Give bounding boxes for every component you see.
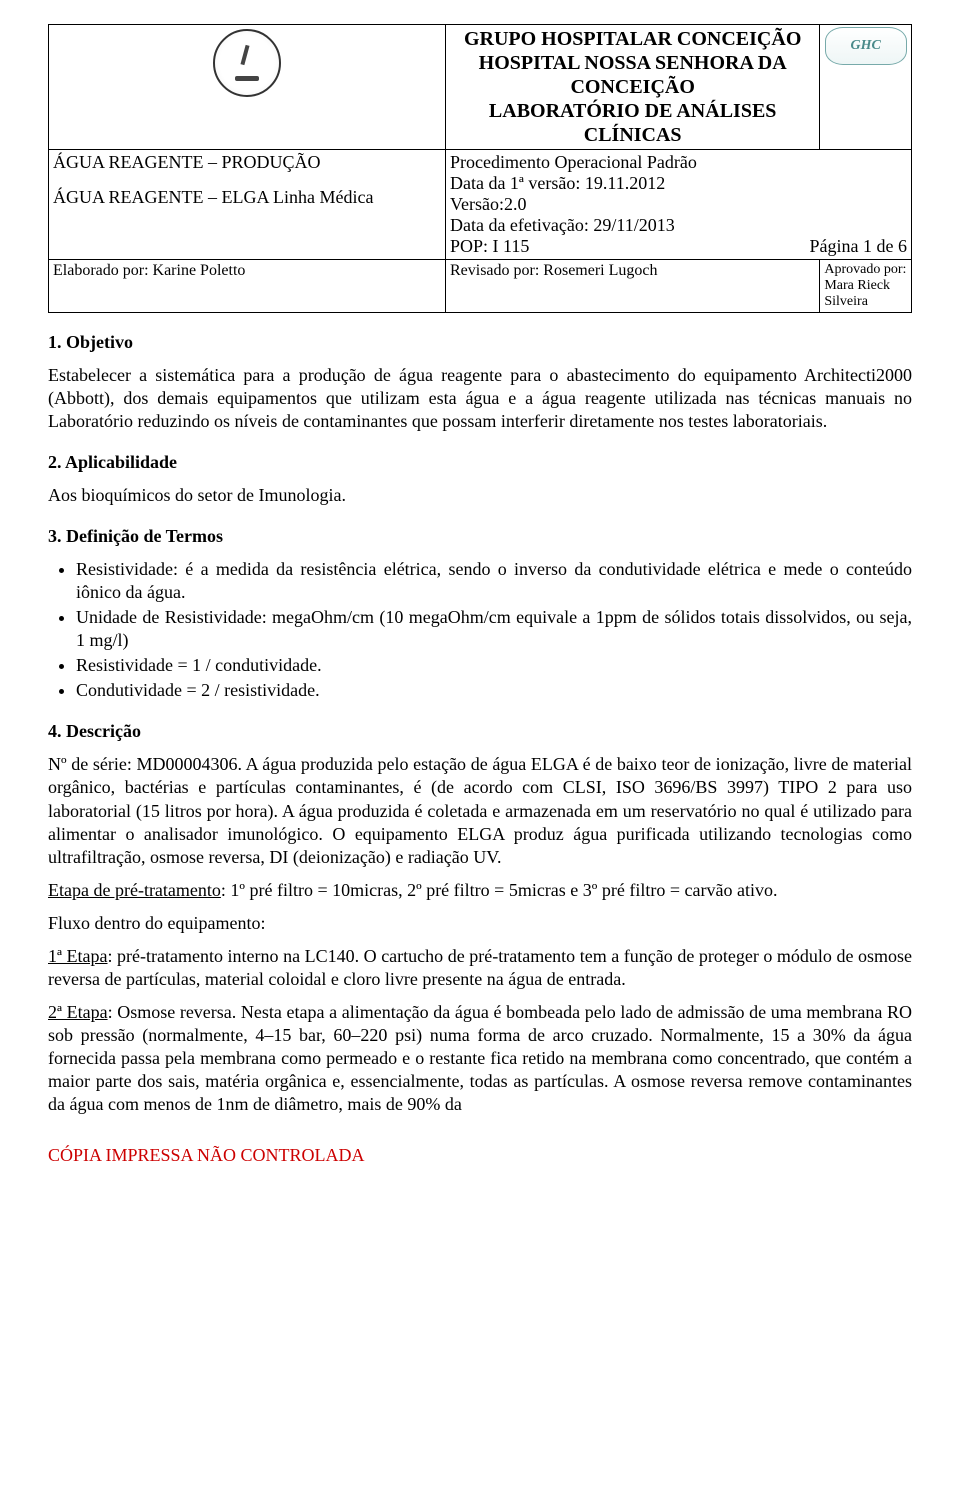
page-label: Página 1 de 6 (810, 236, 907, 257)
stage2-label: 2ª Etapa (48, 1002, 108, 1022)
list-item: Condutividade = 2 / resistividade. (76, 679, 912, 702)
aprovado-label: Aprovado por: Mara Rieck Silveira (824, 262, 906, 309)
meta-effective-date: Data da efetivação: 29/11/2013 (450, 215, 907, 236)
doc-title-line2: ÁGUA REAGENTE – ELGA Linha Médica (53, 187, 441, 208)
stage1-label: 1ª Etapa (48, 946, 108, 966)
lab-logo-cell (49, 25, 446, 150)
aprovado-cell: Aprovado por: Mara Rieck Silveira (820, 260, 912, 313)
section-3-list: Resistividade: é a medida da resistência… (48, 558, 912, 702)
pretreat-text: : 1º pré filtro = 10micras, 2º pré filtr… (221, 880, 778, 900)
ghc-logo-icon: GHC (825, 27, 907, 65)
section-4-p3: Fluxo dentro do equipamento: (48, 912, 912, 935)
org-line3: LABORATÓRIO DE ANÁLISES CLÍNICAS (450, 99, 815, 147)
section-1-title: 1. Objetivo (48, 331, 912, 354)
section-3-title: 3. Definição de Termos (48, 525, 912, 548)
org-line1: GRUPO HOSPITALAR CONCEIÇÃO (450, 27, 815, 51)
list-item: Unidade de Resistividade: megaOhm/cm (10… (76, 606, 912, 652)
revisado-label: Revisado por: Rosemeri Lugoch (450, 262, 658, 279)
doc-title-line1: ÁGUA REAGENTE – PRODUÇÃO (53, 152, 441, 173)
list-item: Resistividade = 1 / condutividade. (76, 654, 912, 677)
section-4-p2: Etapa de pré-tratamento: 1º pré filtro =… (48, 879, 912, 902)
content-body: 1. Objetivo Estabelecer a sistemática pa… (48, 331, 912, 1167)
pop-label: POP: I 115 (450, 236, 529, 257)
doc-title-cell: ÁGUA REAGENTE – PRODUÇÃO ÁGUA REAGENTE –… (49, 150, 446, 260)
spacer (53, 173, 441, 187)
elaborado-cell: Elaborado por: Karine Poletto (49, 260, 446, 313)
list-item: Resistividade: é a medida da resistência… (76, 558, 912, 604)
revisado-cell: Revisado por: Rosemeri Lugoch (445, 260, 819, 313)
stage1-text: : pré-tratamento interno na LC140. O car… (48, 946, 912, 989)
section-2-body: Aos bioquímicos do setor de Imunologia. (48, 484, 912, 507)
section-4-p4: 1ª Etapa: pré-tratamento interno na LC14… (48, 945, 912, 991)
header-table: GRUPO HOSPITALAR CONCEIÇÃO HOSPITAL NOSS… (48, 24, 912, 313)
footer-copy-note: CÓPIA IMPRESSA NÃO CONTROLADA (48, 1144, 912, 1167)
meta-procedure: Procedimento Operacional Padrão (450, 152, 907, 173)
section-2-title: 2. Aplicabilidade (48, 451, 912, 474)
elaborado-label: Elaborado por: Karine Poletto (53, 262, 245, 279)
pretreat-label: Etapa de pré-tratamento (48, 880, 221, 900)
stage2-text: : Osmose reversa. Nesta etapa a alimenta… (48, 1002, 912, 1114)
document-page: GRUPO HOSPITALAR CONCEIÇÃO HOSPITAL NOSS… (0, 0, 960, 1191)
section-4-p1: Nº de série: MD00004306. A água produzid… (48, 753, 912, 868)
lab-logo-icon (213, 29, 281, 97)
section-4-title: 4. Descrição (48, 720, 912, 743)
ghc-logo-cell: GHC (820, 25, 912, 150)
ghc-logo-label: GHC (851, 38, 881, 54)
meta-first-version: Data da 1ª versão: 19.11.2012 (450, 173, 907, 194)
doc-meta-cell: Procedimento Operacional Padrão Data da … (445, 150, 911, 260)
section-1-body: Estabelecer a sistemática para a produçã… (48, 364, 912, 433)
section-4-p5: 2ª Etapa: Osmose reversa. Nesta etapa a … (48, 1001, 912, 1116)
org-title-cell: GRUPO HOSPITALAR CONCEIÇÃO HOSPITAL NOSS… (445, 25, 819, 150)
microscope-icon (233, 45, 261, 81)
meta-version: Versão:2.0 (450, 194, 907, 215)
org-line2: HOSPITAL NOSSA SENHORA DA CONCEIÇÃO (450, 51, 815, 99)
pop-row: POP: I 115 Página 1 de 6 (450, 236, 907, 257)
